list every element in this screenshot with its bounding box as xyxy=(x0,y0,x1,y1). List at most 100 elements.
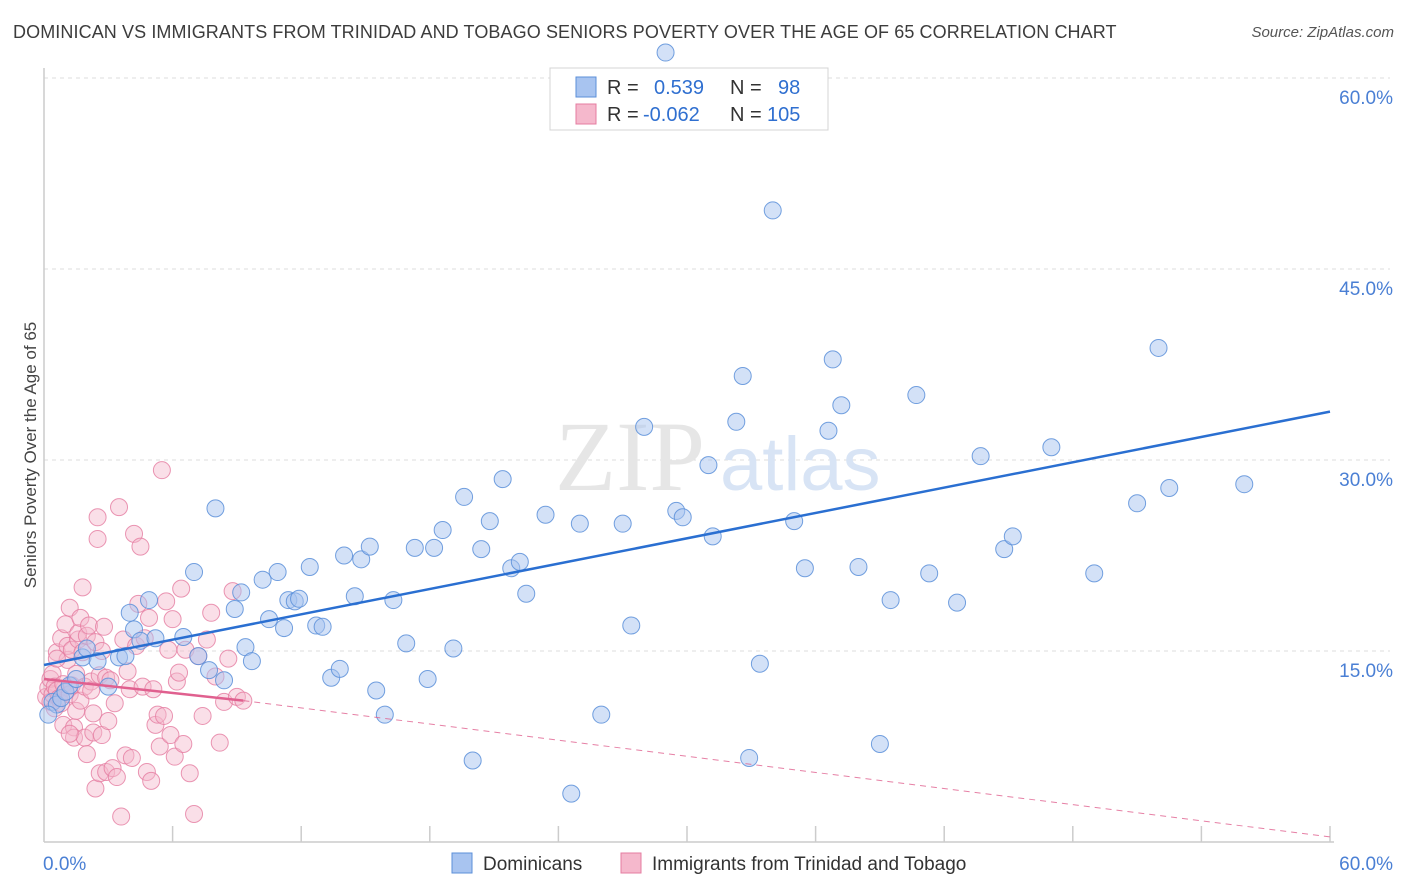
dominicans-point-21 xyxy=(206,499,225,518)
dominicans-point-44 xyxy=(375,705,394,724)
dominicans-point-76 xyxy=(763,201,782,220)
dominicans-point-94 xyxy=(1149,338,1168,357)
dominicans-point-42 xyxy=(360,537,379,556)
dominicans-point-83 xyxy=(870,734,889,753)
dominicans-point-81 xyxy=(832,396,851,415)
dominicans-point-85 xyxy=(907,386,926,405)
x-tick-label-0: 0.0% xyxy=(43,854,86,875)
dominicans-point-73 xyxy=(733,366,752,385)
dominicans-point-8 xyxy=(88,652,107,671)
trinidad-point-71 xyxy=(137,762,156,781)
dominicans-point-65 xyxy=(622,616,641,635)
dominicans-point-23 xyxy=(225,599,244,618)
trinidad-point-55 xyxy=(103,759,122,778)
dominicans-point-33 xyxy=(290,589,309,608)
dominicans-point-5 xyxy=(67,670,86,689)
dominicans-point-69 xyxy=(673,508,692,527)
trinidad-point-9 xyxy=(47,643,66,662)
trinidad-point-94 xyxy=(197,630,216,649)
dominicans-point-29 xyxy=(268,563,287,582)
dominicans-point-38 xyxy=(330,659,349,678)
legend-n-label-2: N = xyxy=(730,104,762,126)
trinidad-point-72 xyxy=(140,608,159,627)
y-tick-label-2: 45.0% xyxy=(1339,279,1393,300)
dominicans-point-26 xyxy=(242,652,261,671)
trinidad-point-25 xyxy=(67,701,86,720)
trinidad-point-44 xyxy=(88,529,107,548)
trinidad-point-45 xyxy=(88,508,107,527)
dominicans-point-96 xyxy=(1235,475,1254,494)
dominicans-point-41 xyxy=(352,550,371,569)
x-tick-label-1: 60.0% xyxy=(1339,854,1393,875)
trinidad-point-15 xyxy=(56,615,75,634)
trinidad-point-43 xyxy=(86,779,105,798)
dominicans-point-46 xyxy=(397,634,416,653)
legend-n-value-1: 98 xyxy=(778,77,800,99)
chart-title: DOMINICAN VS IMMIGRANTS FROM TRINIDAD AN… xyxy=(13,22,1117,42)
dominicans-point-82 xyxy=(849,557,868,576)
legend-n-value-2: 105 xyxy=(767,104,800,126)
dominicans-point-50 xyxy=(433,521,452,540)
bottom-legend-swatch-trinidad xyxy=(620,852,642,874)
trinidad-point-56 xyxy=(105,694,124,713)
dominicans-point-80 xyxy=(823,350,842,369)
trinidad-point-32 xyxy=(73,578,92,597)
dominicans-point-63 xyxy=(592,705,611,724)
dominicans-point-52 xyxy=(455,487,474,506)
dominicans-point-47 xyxy=(405,538,424,557)
dominicans-point-30 xyxy=(275,619,294,638)
y-tick-label-0: 15.0% xyxy=(1339,661,1393,682)
bottom-legend: Dominicans Immigrants from Trinidad and … xyxy=(451,852,966,875)
dominicans-point-72 xyxy=(727,412,746,431)
dominicans-point-78 xyxy=(795,559,814,578)
y-tick-label-3: 60.0% xyxy=(1339,88,1393,109)
dominicans-trend-line xyxy=(43,410,1331,667)
trinidad-point-36 xyxy=(77,745,96,764)
dominicans-point-90 xyxy=(1003,527,1022,546)
bottom-legend-label-trinidad: Immigrants from Trinidad and Tobago xyxy=(652,854,966,875)
y-tick-label-1: 30.0% xyxy=(1339,470,1393,491)
legend-r-label-1: R = xyxy=(607,77,639,99)
series-dominicans-points xyxy=(39,43,1254,803)
dominicans-point-92 xyxy=(1085,564,1104,583)
dominicans-point-84 xyxy=(881,591,900,610)
trinidad-point-76 xyxy=(148,705,167,724)
dominicans-point-13 xyxy=(120,603,139,622)
dominicans-point-56 xyxy=(493,470,512,489)
trinidad-point-91 xyxy=(185,804,204,823)
trend-lines xyxy=(43,410,1331,838)
dominicans-point-91 xyxy=(1042,438,1061,457)
trinidad-point-57 xyxy=(107,768,126,787)
x-tick-labels: 0.0% 60.0% xyxy=(43,854,1393,875)
dominicans-point-89 xyxy=(995,540,1014,559)
dominicans-point-86 xyxy=(920,564,939,583)
dominicans-point-60 xyxy=(536,505,555,524)
dominicans-point-19 xyxy=(189,647,208,666)
bottom-legend-swatch-dominicans xyxy=(451,852,473,874)
trinidad-point-14 xyxy=(54,715,73,734)
dominicans-point-93 xyxy=(1128,494,1147,513)
dominicans-point-18 xyxy=(185,563,204,582)
dominicans-point-67 xyxy=(656,43,675,62)
trinidad-point-80 xyxy=(157,592,176,611)
dominicans-point-53 xyxy=(463,751,482,770)
trinidad-point-83 xyxy=(163,610,182,629)
trinidad-point-97 xyxy=(210,733,229,752)
trinidad-point-78 xyxy=(152,461,171,480)
dominicans-point-71 xyxy=(703,527,722,546)
watermark-zip: ZIP xyxy=(555,401,705,512)
dominicans-point-95 xyxy=(1160,479,1179,498)
watermark: ZIP atlas xyxy=(555,401,881,512)
trinidad-point-58 xyxy=(110,498,129,517)
dominicans-point-55 xyxy=(480,512,499,531)
top-legend: R = 0.539 N = 98 R = -0.062 N = 105 xyxy=(549,67,829,131)
dominicans-point-58 xyxy=(510,552,529,571)
trinidad-point-99 xyxy=(219,649,238,668)
dominicans-point-51 xyxy=(444,639,463,658)
dominicans-point-34 xyxy=(300,557,319,576)
dominicans-point-61 xyxy=(562,784,581,803)
trinidad-point-85 xyxy=(167,672,186,691)
dominicans-point-74 xyxy=(740,748,759,767)
legend-r-label-2: R = xyxy=(607,104,639,126)
